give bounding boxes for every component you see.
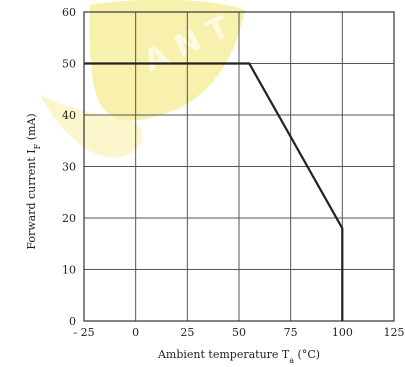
x-tick-label: 100 — [332, 326, 353, 339]
x-tick-label: 50 — [232, 326, 246, 339]
x-axis-label-unit: (°C) — [294, 348, 320, 361]
x-tick-label: 125 — [384, 326, 405, 339]
y-axis-label: Forward current IF (mA) — [25, 113, 42, 249]
x-tick-label: 25 — [180, 326, 194, 339]
x-tick-label: - 25 — [73, 326, 94, 339]
y-tick-labels: 0 10 20 30 40 50 60 — [62, 6, 76, 328]
y-tick-label: 30 — [62, 161, 76, 174]
y-axis-label-sub: F — [33, 143, 42, 149]
x-tick-labels: - 25 0 25 50 75 100 125 — [73, 326, 404, 339]
y-tick-label: 50 — [62, 58, 76, 71]
watermark-shape — [89, 0, 245, 121]
x-axis-label-main: Ambient temperature T — [157, 348, 290, 361]
y-axis-label-unit: (mA) — [25, 113, 38, 143]
y-axis-label-main: Forward current I — [25, 149, 38, 249]
watermark-shape-2 — [40, 95, 143, 158]
series-line — [84, 62, 344, 321]
y-tick-label: 20 — [62, 212, 76, 225]
x-axis-label: Ambient temperature Ta (°C) — [157, 348, 320, 365]
y-tick-label: 0 — [69, 315, 76, 328]
y-tick-label: 10 — [62, 264, 76, 277]
x-axis-label-sub: a — [289, 356, 294, 365]
x-tick-label: 75 — [284, 326, 298, 339]
watermark: A N T — [40, 0, 245, 158]
y-tick-label: 40 — [62, 109, 76, 122]
plot-frame — [83, 11, 395, 322]
x-tick-label: 0 — [132, 326, 139, 339]
y-tick-label: 60 — [62, 6, 76, 19]
series-layer — [84, 62, 344, 321]
